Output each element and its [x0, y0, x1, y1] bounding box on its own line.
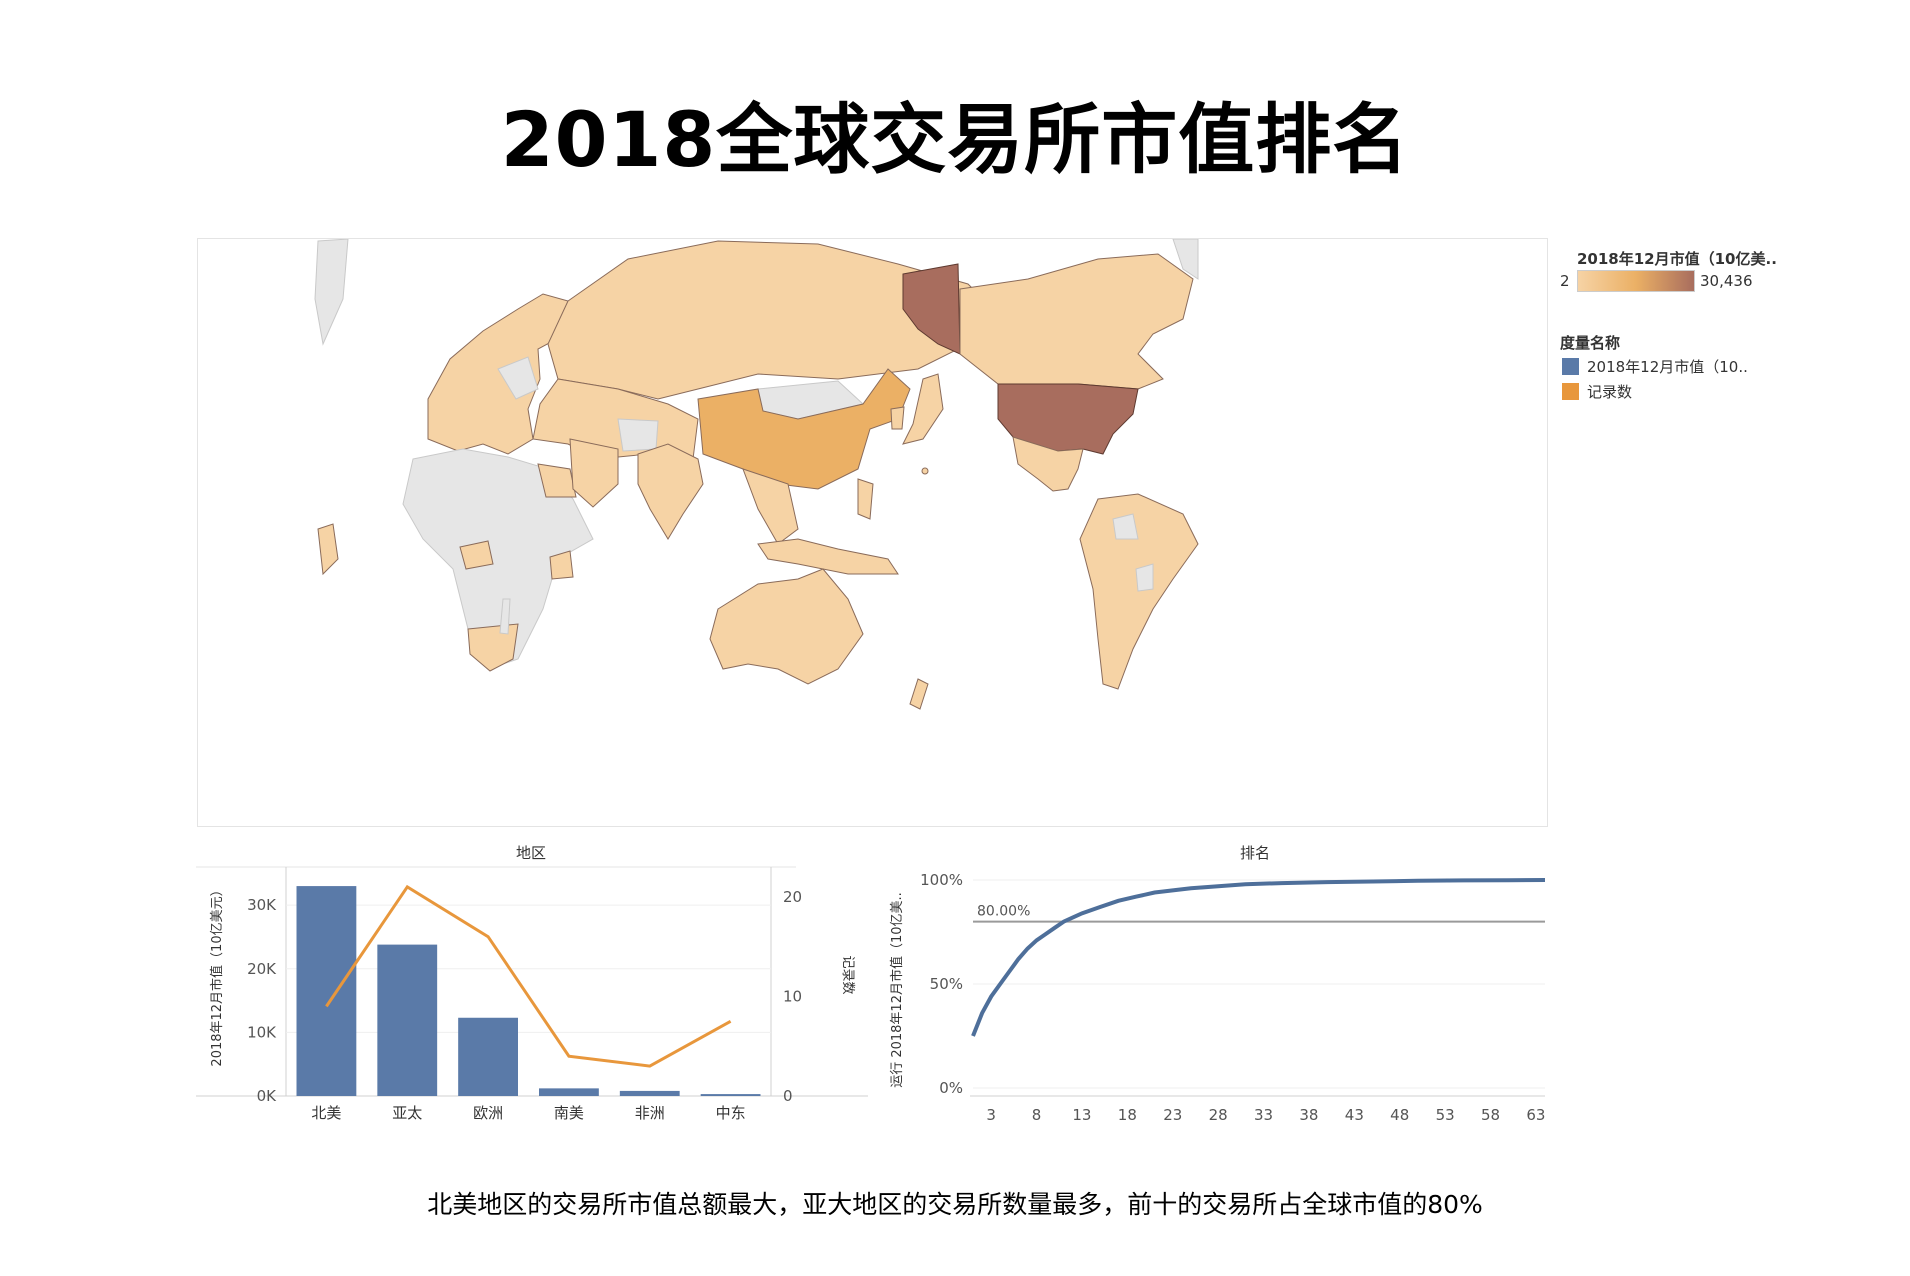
rank-x-tick-label: 38	[1299, 1106, 1318, 1124]
region-australia[interactable]	[709, 568, 864, 685]
rank-y-tick-label: 0%	[939, 1079, 963, 1097]
region-afghanistan[interactable]	[617, 418, 659, 452]
summary-caption: 北美地区的交易所市值总额最大，亚大地区的交易所数量最多，前十的交易所占全球市值的…	[427, 1190, 1483, 1219]
rank-x-tick-label: 48	[1390, 1106, 1409, 1124]
bar-y2-tick-label: 10	[783, 987, 802, 1005]
bar-category-label: 北美	[311, 1104, 341, 1122]
region-europe-nodata[interactable]	[497, 356, 539, 400]
world-map	[314, 239, 1199, 710]
bar-chart-ticks: 0K 10K 20K 30K 0 10 20 北美 亚太 欧洲 南美 非洲 中东	[247, 888, 802, 1122]
rank-x-tick-label: 13	[1072, 1106, 1091, 1124]
bar-category-label: 南美	[554, 1104, 584, 1122]
legend-item-market-cap[interactable]: 2018年12月市值（10..	[1587, 358, 1748, 376]
bar-category-label: 非洲	[635, 1104, 665, 1122]
bar-y2-tick-label: 20	[783, 888, 802, 906]
region-sa-nodata[interactable]	[1112, 513, 1139, 540]
region-greenland-east[interactable]	[1172, 239, 1199, 280]
rank-x-tick-label: 63	[1526, 1106, 1545, 1124]
rank-chart-title: 排名	[1240, 844, 1270, 862]
rank-chart-y-axis-label: 运行 2018年12月市值（10亿美..	[889, 892, 905, 1088]
bar-chart-grid	[286, 904, 771, 1033]
rank-x-tick-label: 23	[1163, 1106, 1182, 1124]
record-count-line[interactable]	[325, 884, 732, 1068]
region-canada[interactable]	[959, 253, 1194, 390]
bar-y-tick-label: 30K	[247, 896, 277, 914]
region-korea[interactable]	[890, 406, 905, 430]
page-title: 2018全球交易所市值排名	[500, 95, 1410, 184]
region-nigeria[interactable]	[459, 540, 494, 570]
bar-2[interactable]	[458, 1017, 518, 1096]
rank-x-tick-label: 28	[1209, 1106, 1228, 1124]
map-legend-title: 2018年12月市值（10亿美..	[1577, 250, 1777, 268]
legend-item-record-count[interactable]: 记录数	[1587, 383, 1633, 401]
bar-3[interactable]	[539, 1088, 599, 1096]
region-southeast-asia[interactable]	[742, 468, 799, 545]
region-indonesia[interactable]	[757, 538, 899, 575]
bar-y-tick-label: 0K	[257, 1087, 278, 1105]
cumulative-curve[interactable]	[971, 878, 1546, 1037]
region-philippines[interactable]	[857, 478, 874, 520]
region-india[interactable]	[637, 443, 704, 540]
bar-y-tick-label: 20K	[247, 960, 277, 978]
region-europe[interactable]	[427, 293, 569, 455]
bar-chart-title: 地区	[516, 844, 546, 862]
rank-y-tick-label: 100%	[920, 871, 963, 889]
measure-legend-title: 度量名称	[1560, 334, 1621, 352]
region-kenya[interactable]	[549, 550, 574, 580]
map-legend-max: 30,436	[1700, 272, 1753, 290]
bar-y2-tick-label: 0	[783, 1087, 793, 1105]
rank-x-tick-label: 18	[1118, 1106, 1137, 1124]
rank-x-tick-label: 43	[1345, 1106, 1364, 1124]
world-map-panel	[197, 238, 1548, 827]
bar-5[interactable]	[700, 1094, 761, 1096]
region-japan[interactable]	[902, 373, 944, 445]
map-legend-min: 2	[1560, 272, 1570, 290]
region-alaska[interactable]	[902, 263, 961, 355]
rank-y-tick-label: 50%	[930, 975, 963, 993]
bar-chart-bars	[296, 886, 761, 1096]
bar-4[interactable]	[619, 1090, 680, 1096]
rank-x-tick-label: 58	[1481, 1106, 1500, 1124]
region-greenland-west[interactable]	[314, 239, 349, 346]
rank-x-tick-label: 8	[1032, 1106, 1042, 1124]
region-new-zealand[interactable]	[909, 678, 929, 710]
rank-chart-ticks: 0%50%100%3 8 13 18 23 28 33 38 43 48 53 58 63	[920, 871, 1545, 1124]
rank-chart-grid	[973, 879, 1545, 1089]
bar-1[interactable]	[377, 944, 438, 1096]
region-bar-chart: 地区 0K 10K 20K 30K 0 10 20 北美 亚太 欧洲 南美 非洲 中东 2018年12月…	[196, 844, 868, 1122]
rank-x-tick-label: 3	[986, 1106, 996, 1124]
reference-line-label: 80.00%	[977, 904, 1030, 920]
bar-chart-y2-axis-label: 记录数	[840, 955, 855, 994]
region-mexico[interactable]	[1012, 436, 1084, 492]
rank-x-tick-label: 53	[1436, 1106, 1455, 1124]
region-africa[interactable]	[402, 448, 594, 670]
rank-x-tick-label: 33	[1254, 1106, 1273, 1124]
region-arabia[interactable]	[569, 438, 619, 508]
region-hawaii[interactable]	[921, 467, 929, 475]
bar-0[interactable]	[296, 886, 357, 1096]
region-south-america[interactable]	[1079, 493, 1199, 690]
region-madagascar[interactable]	[499, 598, 511, 635]
region-south-africa[interactable]	[467, 623, 519, 672]
bar-category-label: 欧洲	[473, 1104, 503, 1122]
region-sa-nodata-2[interactable]	[1135, 563, 1154, 592]
bar-category-label: 中东	[716, 1104, 746, 1122]
bar-chart-y-axis-label: 2018年12月市值（10亿美元）	[209, 883, 225, 1066]
ranking-curve-chart: 排名 80.00% 0%50%100%3 8 13 18 23 28 33 38 43 48 53 5…	[889, 844, 1546, 1124]
region-egypt[interactable]	[537, 463, 577, 498]
region-brazil-west-edge[interactable]	[317, 523, 339, 576]
bar-category-label: 亚太	[392, 1104, 422, 1122]
legend-swatch-market-cap	[1562, 358, 1579, 375]
region-usa[interactable]	[997, 383, 1139, 455]
bar-y-tick-label: 10K	[247, 1023, 277, 1041]
color-gradient-bar	[1577, 270, 1695, 292]
legend-swatch-record-count	[1562, 383, 1579, 400]
